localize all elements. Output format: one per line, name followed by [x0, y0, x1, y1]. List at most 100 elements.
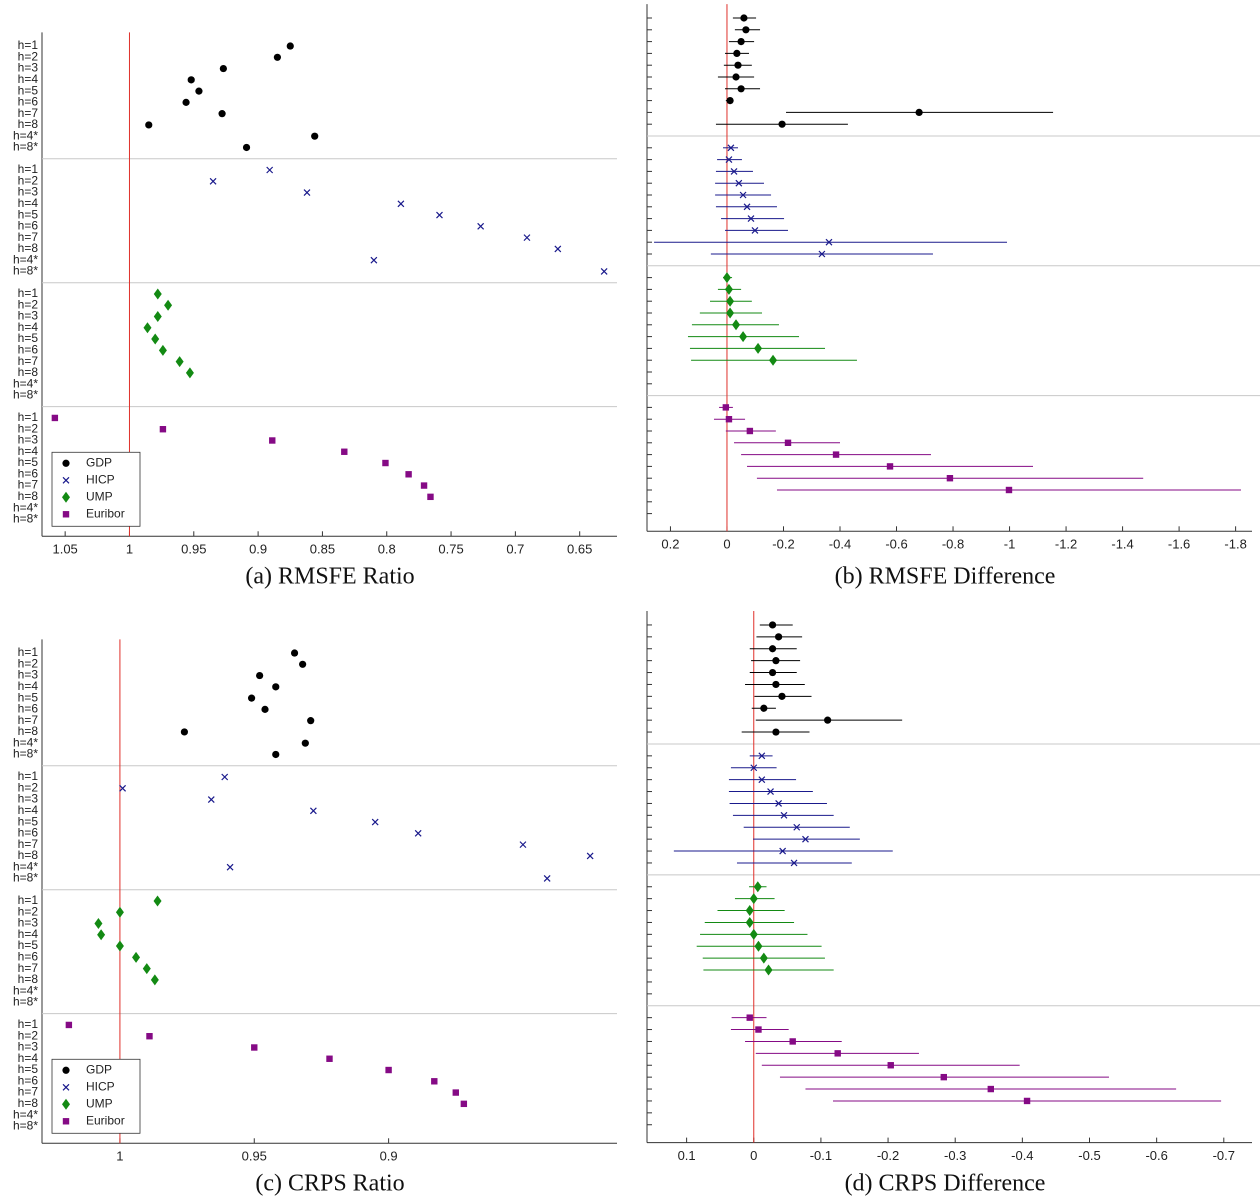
- y-tick-label: h=7: [18, 1085, 39, 1099]
- y-tick-label: h=8*: [13, 871, 38, 885]
- legend-label: UMP: [86, 489, 113, 503]
- point: [760, 704, 768, 712]
- point: [600, 268, 608, 275]
- point: [740, 14, 748, 22]
- legend-marker: [62, 1083, 70, 1091]
- point: [219, 64, 227, 73]
- point: [726, 295, 735, 307]
- x-tick-label: 0: [723, 537, 730, 552]
- point: [115, 940, 124, 952]
- point: [195, 87, 203, 95]
- y-tick-label: h=2: [18, 1028, 39, 1042]
- point: [150, 974, 159, 986]
- y-tick-label: h=8*: [13, 747, 38, 761]
- legend-label: GDP: [86, 1062, 112, 1076]
- y-tick-label: h=8: [18, 972, 39, 986]
- point: [778, 692, 786, 700]
- point: [256, 671, 264, 680]
- y-tick-label: h=2: [18, 297, 39, 311]
- point: [772, 728, 780, 736]
- point: [382, 459, 389, 467]
- point: [764, 964, 773, 976]
- point: [326, 1055, 333, 1062]
- point: [452, 1089, 459, 1096]
- point: [187, 76, 195, 84]
- y-tick-label: h=4*: [13, 128, 38, 142]
- point: [737, 85, 745, 93]
- point: [768, 668, 777, 677]
- point: [778, 120, 786, 128]
- point: [286, 42, 294, 50]
- point: [734, 61, 742, 69]
- point: [725, 156, 733, 164]
- caption: (c) CRPS Ratio: [255, 1171, 404, 1197]
- point: [749, 893, 758, 905]
- caption: (a) RMSFE Ratio: [245, 564, 414, 590]
- y-tick-label: h=8*: [13, 388, 38, 402]
- point: [209, 177, 217, 185]
- point: [182, 98, 190, 106]
- y-tick-label: h=3: [18, 309, 39, 323]
- point: [915, 108, 923, 116]
- y-tick-label: h=8*: [13, 995, 38, 1009]
- y-tick-label: h=8: [18, 365, 39, 379]
- legend-marker: [62, 1066, 70, 1074]
- point: [153, 311, 162, 323]
- y-tick-label: h=2: [18, 780, 39, 794]
- point: [790, 859, 798, 867]
- y-tick-label: h=5: [18, 83, 39, 97]
- y-tick-label: h=8: [18, 848, 39, 862]
- point: [772, 680, 780, 689]
- y-tick-label: h=8: [18, 241, 39, 255]
- y-tick-label: h=5: [18, 690, 39, 704]
- point: [247, 694, 256, 702]
- x-tick-label: -0.8: [942, 537, 964, 552]
- point: [825, 238, 833, 246]
- point: [780, 811, 788, 819]
- point: [272, 683, 280, 691]
- x-tick-label: 0.7: [506, 542, 524, 557]
- point: [747, 215, 755, 223]
- y-tick-label: h=2: [18, 49, 39, 63]
- point: [164, 299, 173, 311]
- caption: (b) RMSFE Difference: [835, 564, 1056, 590]
- caption: (d) CRPS Difference: [845, 1171, 1046, 1197]
- point: [724, 283, 733, 295]
- point: [554, 245, 562, 253]
- y-tick-label: h=1: [18, 769, 39, 783]
- y-tick-label: h=4: [18, 196, 39, 210]
- legend-label: GDP: [86, 455, 112, 469]
- y-tick-label: h=1: [18, 38, 39, 52]
- point: [726, 307, 735, 319]
- point: [151, 333, 160, 345]
- point: [722, 272, 731, 284]
- point: [772, 657, 780, 665]
- x-tick-label: -1.4: [1111, 537, 1133, 552]
- y-tick-label: h=5: [18, 1062, 39, 1076]
- point: [185, 367, 194, 379]
- point: [758, 752, 766, 760]
- point: [405, 471, 412, 478]
- y-tick-label: h=4: [18, 444, 39, 458]
- point: [758, 776, 766, 784]
- point: [119, 784, 127, 792]
- legend-label: HICP: [86, 1079, 115, 1093]
- point: [754, 940, 763, 952]
- y-tick-label: h=1: [18, 410, 39, 424]
- x-tick-label: 0.85: [310, 542, 335, 557]
- point: [887, 1062, 894, 1069]
- point: [732, 73, 740, 81]
- y-tick-label: h=4*: [13, 1107, 38, 1121]
- point: [987, 1085, 994, 1093]
- x-tick-label: -1: [1004, 537, 1016, 552]
- point: [802, 835, 809, 843]
- point: [272, 750, 280, 759]
- x-tick-label: -0.3: [944, 1148, 966, 1163]
- x-tick-label: 0.75: [438, 542, 463, 557]
- y-tick-label: h=1: [18, 1017, 39, 1031]
- y-tick-label: h=5: [18, 207, 39, 221]
- point: [341, 448, 348, 455]
- y-tick-label: h=5: [18, 455, 39, 469]
- point: [221, 773, 229, 781]
